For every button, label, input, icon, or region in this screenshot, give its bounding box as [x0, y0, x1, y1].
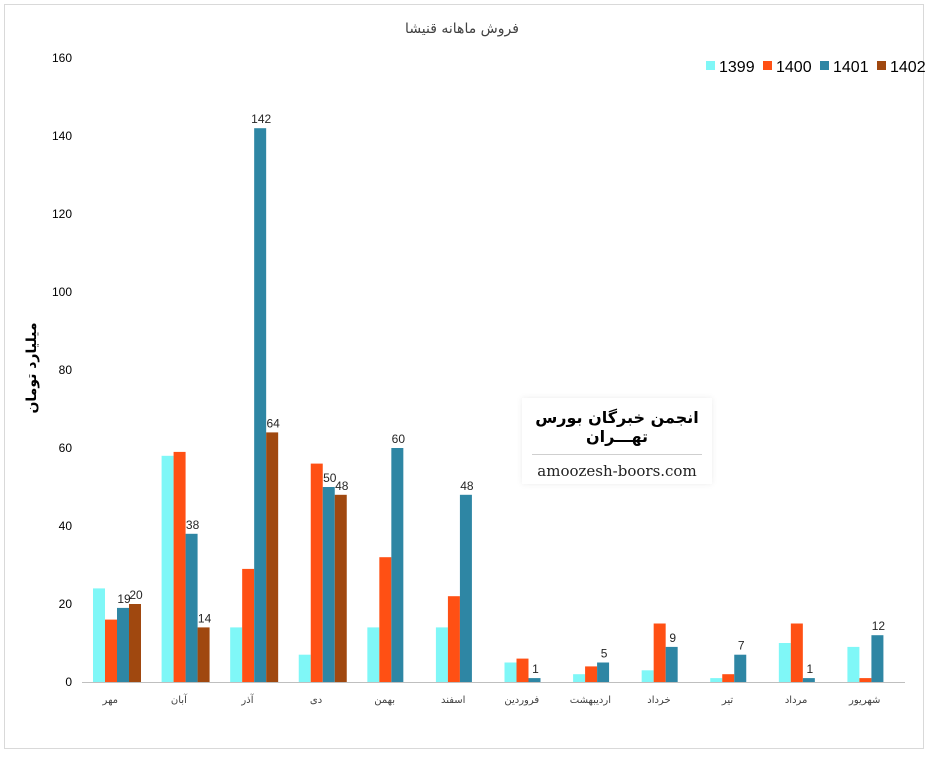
bar-1399 [230, 627, 243, 682]
bar-1400 [105, 619, 117, 682]
y-tick-label: 140 [52, 129, 72, 143]
bar-1399 [573, 674, 586, 682]
bar-1401 [391, 448, 404, 682]
legend: 1399 1400 1401 1402 [706, 59, 926, 76]
data-label: 14 [198, 611, 212, 625]
bar-1400 [516, 658, 529, 682]
bar-1401 [871, 635, 884, 682]
bar-1400 [653, 623, 666, 682]
watermark-divider [532, 454, 702, 455]
bar-1400 [379, 557, 392, 682]
bar-1400 [790, 623, 803, 682]
y-tick-label: 40 [59, 519, 73, 533]
bar-1400 [242, 568, 255, 682]
data-label: 48 [460, 479, 474, 493]
y-tick-label: 60 [59, 441, 73, 455]
x-tick-label: تیر [721, 695, 734, 706]
bar-1401 [734, 654, 747, 682]
x-ticks: مهر آبان آذر دی بهمن اسفند فروردین اردیبهشت خردا… [102, 693, 881, 706]
bar-1402 [129, 604, 141, 682]
data-label: 64 [266, 416, 280, 430]
data-label: 60 [392, 432, 406, 446]
legend-swatch [763, 61, 772, 70]
x-tick-label: آذر [240, 693, 254, 706]
bar-1401 [802, 678, 815, 682]
bar-1399 [93, 588, 105, 682]
y-axis-label: میلیارد تومان [24, 322, 40, 413]
legend-swatch [820, 61, 829, 70]
bar-1399 [710, 678, 723, 682]
bar-1402 [334, 494, 347, 682]
watermark-url: amoozesh-boors.com [537, 462, 697, 480]
legend-label: 1402 [890, 59, 926, 76]
data-label: 20 [129, 588, 143, 602]
bar-1399 [778, 643, 791, 682]
x-tick-label: شهریور [848, 695, 880, 706]
y-tick-label: 20 [59, 597, 73, 611]
watermark-title: انجمن خبرگان بورس تهـــران [535, 408, 699, 446]
bar-1399 [367, 627, 380, 682]
x-tick-label: فروردین [504, 695, 539, 706]
y-tick-label: 80 [59, 363, 73, 377]
x-tick-label: دی [310, 695, 322, 706]
bar-1401 [185, 533, 198, 682]
bar-1401 [459, 494, 472, 682]
bar-1401 [254, 128, 267, 682]
data-label: 19 [117, 592, 131, 606]
data-label: 50 [323, 471, 337, 485]
bar-1401 [322, 487, 335, 682]
bar-1402 [197, 627, 210, 682]
y-tick-label: 100 [52, 285, 72, 299]
y-tick-label: 0 [65, 675, 72, 689]
x-tick-label: اسفند [441, 695, 465, 706]
bar-1401 [528, 678, 541, 682]
bar-1399 [847, 646, 860, 682]
y-ticks: 0 20 40 60 80 100 120 140 160 [52, 51, 72, 689]
legend-swatch [706, 61, 715, 70]
data-label: 12 [872, 619, 886, 633]
watermark: انجمن خبرگان بورس تهـــران amoozesh-boor… [522, 398, 712, 484]
bar-1400 [447, 596, 460, 682]
data-labels: 19 38 142 50 60 48 1 5 9 7 1 12 20 14 64 48 [117, 112, 885, 676]
chart-title: فروش ماهانه قنیشا [405, 21, 519, 37]
bar-1402 [266, 432, 279, 682]
x-tick-label: آبان [171, 693, 188, 706]
bar-1400 [173, 451, 186, 682]
bar-1400 [859, 678, 872, 682]
x-tick-label: اردیبهشت [570, 695, 611, 706]
bar-1399 [298, 654, 311, 682]
bar-1401 [117, 607, 129, 682]
data-label: 5 [601, 647, 608, 661]
bar-1401 [597, 662, 610, 682]
y-tick-label: 120 [52, 207, 72, 221]
legend-label: 1399 [719, 59, 755, 76]
legend-swatch [877, 61, 886, 70]
bar-1399 [504, 662, 517, 682]
legend-label: 1400 [776, 59, 812, 76]
x-tick-label: خرداد [647, 695, 670, 706]
bar-1399 [435, 627, 448, 682]
data-label: 38 [186, 518, 200, 532]
bar-1400 [310, 463, 323, 682]
x-tick-label: مرداد [785, 695, 808, 706]
data-label: 48 [335, 479, 349, 493]
data-label: 142 [251, 112, 271, 126]
legend-label: 1401 [833, 59, 869, 76]
data-label: 9 [669, 631, 676, 645]
data-label: 1 [806, 662, 813, 676]
bars [93, 128, 884, 682]
data-label: 7 [738, 639, 745, 653]
bar-1399 [161, 455, 174, 682]
y-tick-label: 160 [52, 51, 72, 65]
data-label: 1 [532, 662, 539, 676]
bar-1401 [665, 646, 678, 682]
bar-1399 [641, 670, 654, 682]
bar-1400 [722, 674, 735, 682]
bar-1400 [585, 666, 598, 682]
x-tick-label: مهر [102, 695, 118, 706]
x-tick-label: بهمن [374, 695, 395, 706]
